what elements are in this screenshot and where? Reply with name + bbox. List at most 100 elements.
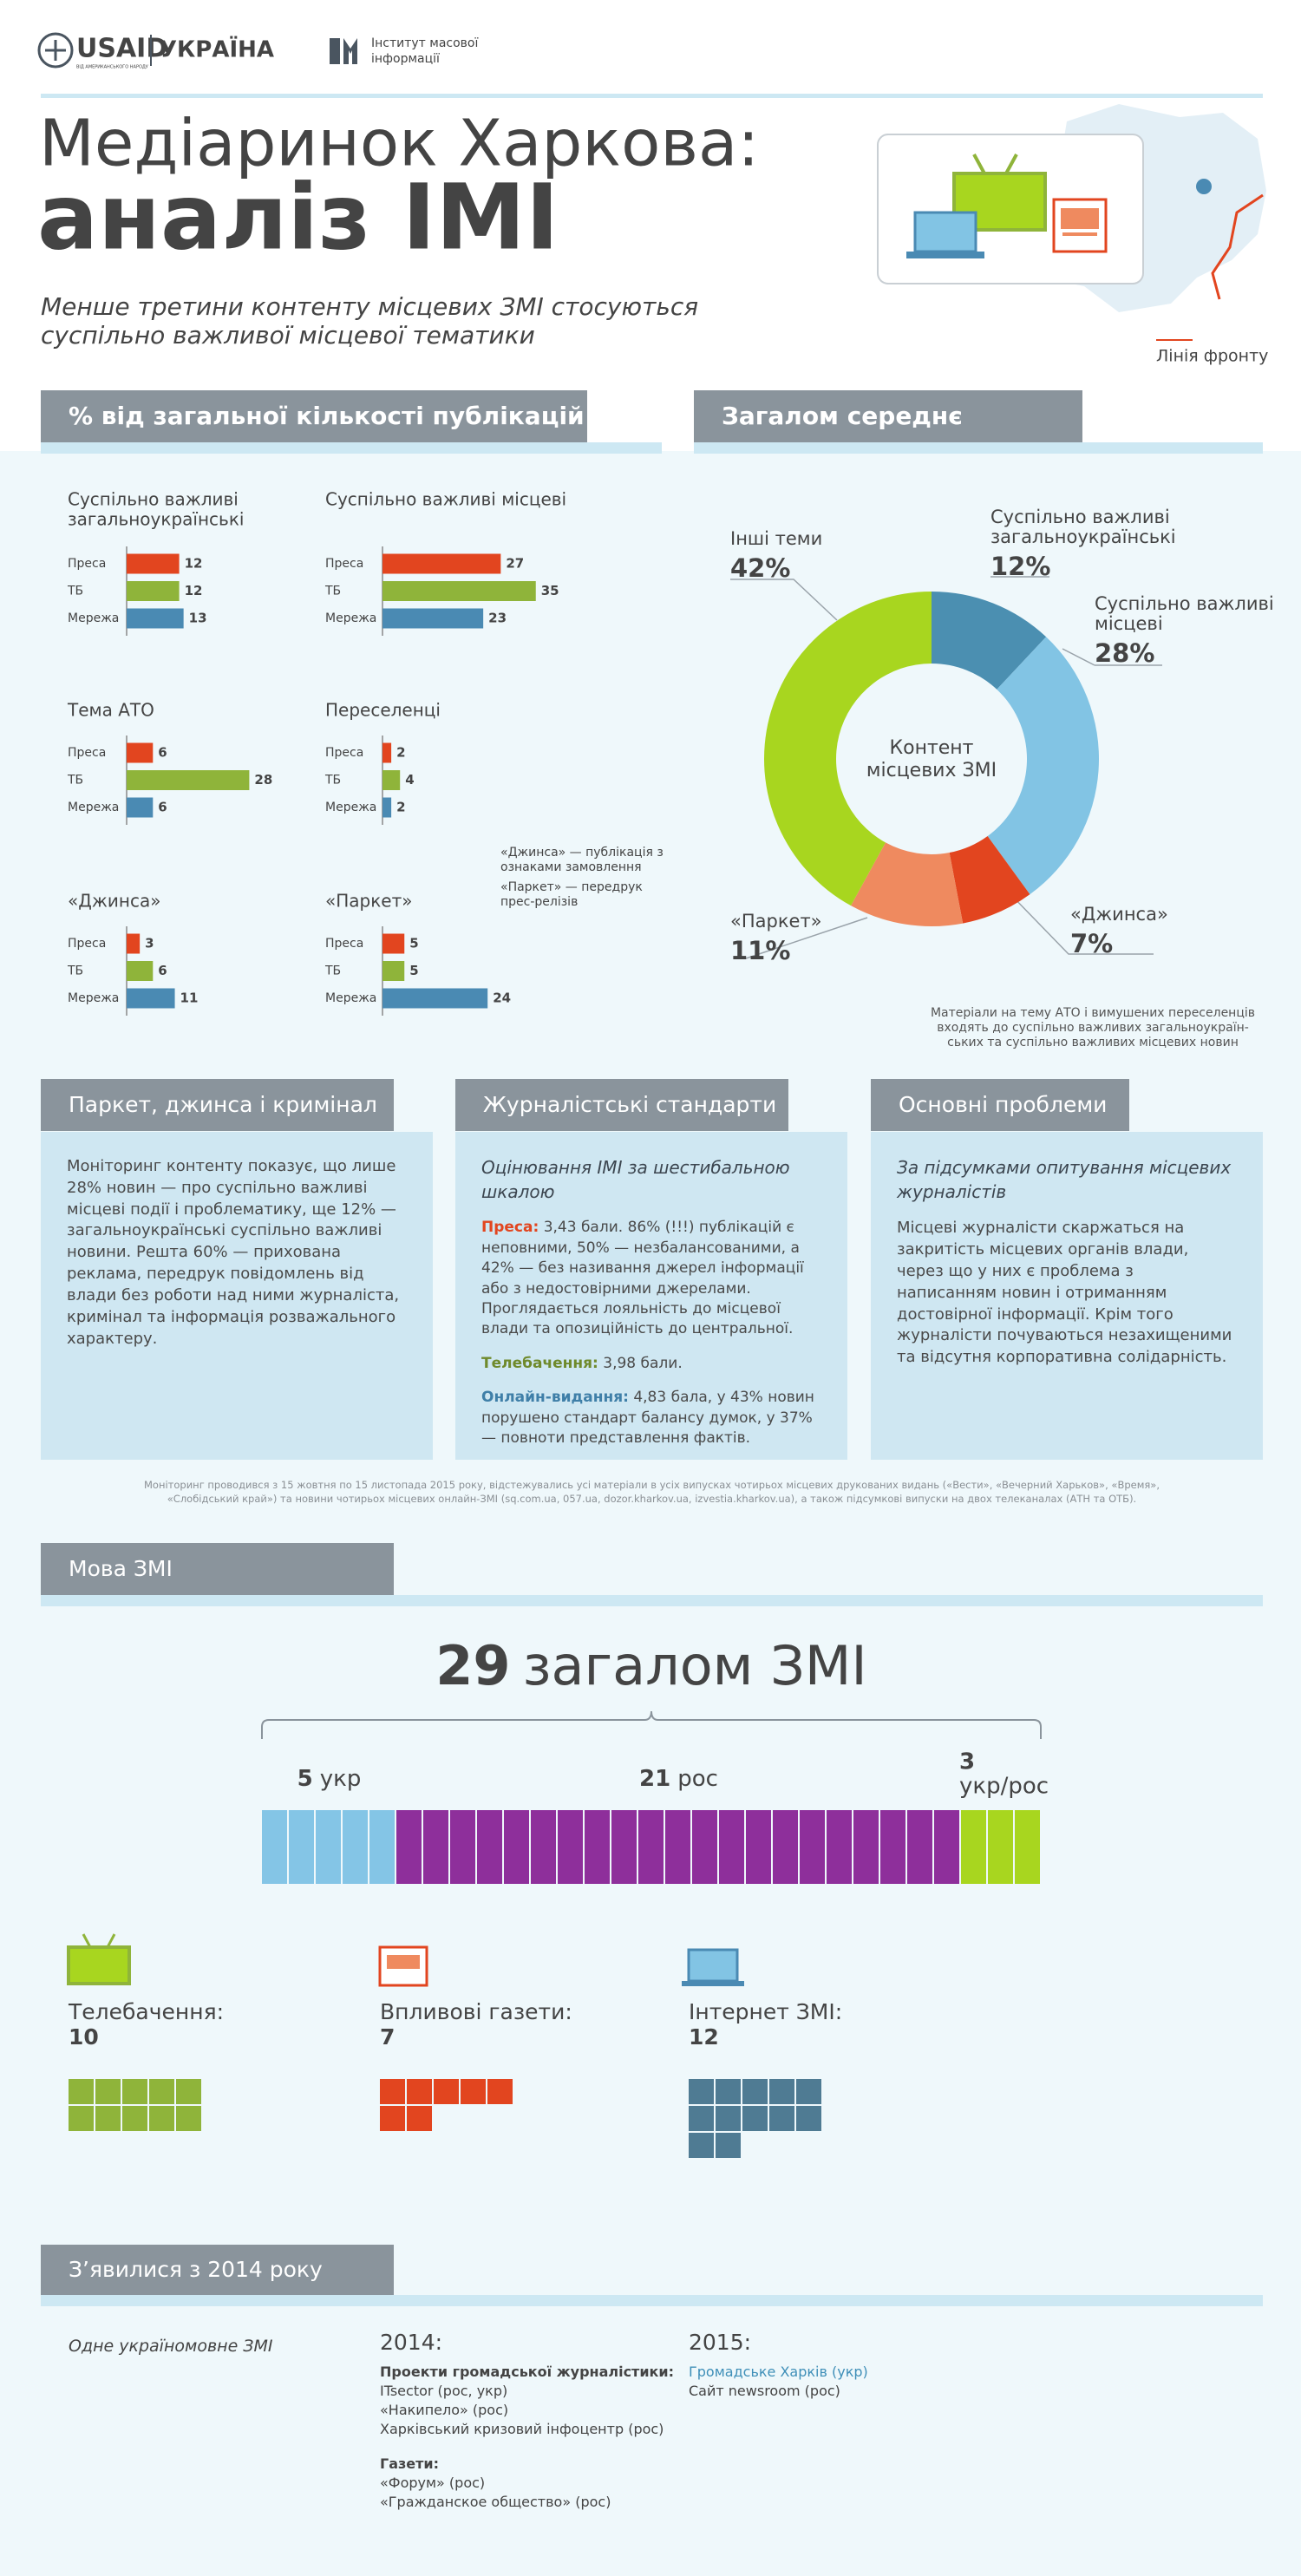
total: 29 загалом ЗМІ (435, 1634, 866, 1697)
language-block (423, 1810, 448, 1884)
group-name: укр/рос (959, 1774, 1049, 1800)
subtitle: Менше третини контенту місцевих ЗМІ стос… (41, 292, 698, 321)
chart-title: Суспільно важливі місцеві (325, 489, 566, 510)
language-block (450, 1810, 475, 1884)
section-heading: З’явилися з 2014 року (41, 2245, 394, 2295)
language-block (827, 1810, 852, 1884)
media-label: Інтернет ЗМІ: (689, 1999, 842, 2024)
media-block (461, 2079, 486, 2104)
imi-name: Інститут масової (371, 36, 478, 50)
panel-text: Моніторинг контенту показує, що лише 28%… (67, 1157, 400, 1348)
tv-icon (82, 1933, 116, 1948)
panel: Моніторинг контенту показує, що лише 28%… (41, 1132, 433, 1460)
value-label: 6 (158, 745, 167, 761)
group-name: рос (677, 1766, 718, 1792)
media-block (689, 2106, 714, 2131)
total-label: загалом ЗМІ (523, 1634, 867, 1697)
segment-value: 42% (730, 553, 790, 583)
value-label: 5 (409, 963, 418, 978)
donut-segment (949, 835, 1030, 924)
item-label: Телебачення: (481, 1354, 598, 1372)
media-block (69, 2106, 94, 2131)
language-block (665, 1810, 690, 1884)
group-value: 21 (639, 1766, 670, 1792)
section-heading: Загалом середнє (694, 390, 1082, 442)
laptop-icon (687, 1948, 739, 1983)
bar (127, 988, 175, 1009)
bar (127, 933, 141, 954)
row-label: ТБ (324, 774, 341, 788)
group-label: 5 укр (297, 1766, 362, 1792)
media-block (742, 2079, 768, 2104)
group-title: Проекти громадської журналістики: (380, 2364, 675, 2380)
segment-value: 28% (1095, 638, 1154, 668)
media-block (95, 2079, 121, 2104)
usaid-logo: USAID (76, 34, 167, 64)
note-line: ських та суспільно важливих місцевих нов… (947, 1035, 1239, 1049)
media-block (796, 2106, 821, 2131)
panel-item: Онлайн-видання: 4,83 бала, у 43% новин п… (481, 1388, 821, 1448)
row-label: Преса (68, 937, 106, 951)
media-block (689, 2079, 714, 2104)
media-block (716, 2106, 741, 2131)
bar (382, 553, 501, 574)
value-label: 6 (158, 800, 167, 815)
donut-center: місцевих ЗМІ (866, 760, 997, 781)
media-block (796, 2079, 821, 2104)
usaid-sub: ВІД АМЕРИКАНСЬКОГО НАРОДУ (76, 65, 148, 70)
donut-segment (987, 637, 1099, 895)
value-label: 28 (254, 772, 272, 788)
media-block (380, 2106, 405, 2131)
item: Сайт newsroom (рос) (689, 2383, 840, 2399)
group-value: 5 (297, 1766, 313, 1792)
row-label: Преса (325, 557, 363, 571)
row-label: ТБ (67, 774, 83, 788)
segment-value: 11% (730, 936, 790, 965)
value-label: 13 (189, 611, 207, 626)
bar (382, 742, 392, 763)
segment-name: «Джинса» (1070, 904, 1168, 925)
row-label: ТБ (67, 964, 83, 978)
bar (382, 770, 401, 790)
row-label: ТБ (324, 585, 341, 598)
media-block (69, 2079, 94, 2104)
bar (382, 933, 405, 954)
row-label: Мережа (68, 611, 119, 625)
panel: Оцінювання ІМІ за шестибальною шкалою Пр… (455, 1132, 847, 1460)
usaid-emblem (37, 32, 74, 69)
bar (127, 770, 250, 790)
year: 2014: (380, 2330, 443, 2355)
laptop-icon (906, 252, 984, 258)
language-block (316, 1810, 341, 1884)
row-label: ТБ (324, 964, 341, 978)
segment-value: 7% (1070, 929, 1113, 958)
bar (382, 608, 484, 629)
group-title: Газети: (380, 2455, 440, 2472)
imi-logo (330, 38, 357, 64)
country: УКРАЇНА (160, 36, 274, 63)
row-label: Преса (68, 746, 106, 760)
panel-lead: За підсумками опитування місцевих журнал… (897, 1157, 1232, 1202)
row-label: Мережа (68, 801, 119, 814)
media-value: 10 (69, 2024, 99, 2050)
chart-title: Переселенці (325, 700, 441, 721)
donut-segment (763, 592, 932, 906)
note-line: входять до суспільно важливих загальноук… (937, 1020, 1249, 1035)
donut-center: Контент (889, 737, 973, 759)
segment-name: Суспільно важливі (990, 507, 1170, 527)
value-label: 5 (409, 936, 418, 951)
language-block (800, 1810, 825, 1884)
bar (127, 797, 154, 818)
language-block (289, 1810, 314, 1884)
note: «Паркет» — передрук (500, 880, 643, 894)
item-text: 3,43 бали. 86% (!!!) публікацій є непов­… (481, 1219, 804, 1338)
language-block (396, 1810, 422, 1884)
list-2014: 2014: Проекти громадської журналістики: … (380, 2330, 675, 2512)
band (41, 442, 662, 454)
leaders (730, 576, 1162, 959)
media-value: 12 (689, 2024, 719, 2050)
media-block (122, 2106, 147, 2131)
language-block (1015, 1810, 1040, 1884)
media-block (176, 2106, 201, 2131)
paper-icon (1061, 208, 1099, 236)
